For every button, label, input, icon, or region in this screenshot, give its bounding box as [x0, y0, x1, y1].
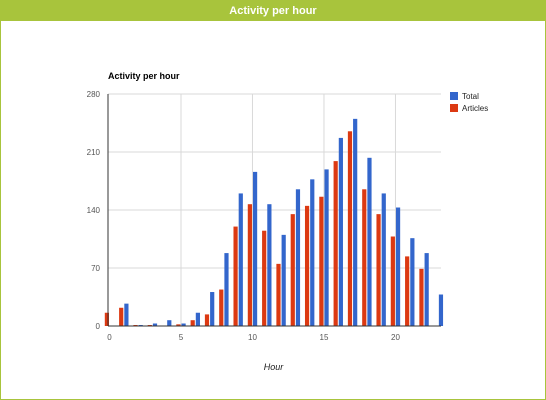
bar-total [324, 169, 329, 326]
bar-total [438, 294, 444, 326]
bar-total [210, 292, 215, 326]
legend-swatch-total [450, 92, 458, 100]
bar-articles [204, 314, 210, 326]
bar-articles [104, 312, 109, 326]
bar-articles [233, 226, 238, 326]
y-tick-label: 140 [87, 206, 101, 215]
x-tick-label: 5 [179, 333, 184, 342]
bar-total [338, 137, 343, 326]
bar-articles [319, 196, 324, 326]
bar-articles [290, 214, 295, 326]
bar-articles [405, 256, 410, 326]
bar-total [181, 323, 186, 326]
bar-articles [247, 204, 252, 326]
legend-swatch-articles [450, 104, 458, 112]
bar-total [395, 207, 401, 326]
bar-total [367, 157, 372, 326]
bar-total [224, 253, 229, 326]
bar-articles [419, 268, 424, 326]
bar-articles [362, 189, 367, 326]
x-tick-label: 20 [391, 333, 400, 342]
bar-articles [333, 161, 338, 326]
bar-articles [347, 131, 353, 326]
legend-label-articles: Articles [462, 104, 488, 113]
bar-articles [262, 230, 267, 326]
legend-label-total: Total [462, 92, 479, 101]
x-axis-label: Hour [264, 362, 285, 372]
bar-total [267, 204, 272, 326]
bar-total [167, 320, 172, 326]
panel-header: Activity per hour [1, 1, 545, 21]
bar-total [238, 193, 243, 326]
bar-total [195, 312, 200, 326]
bar-total [295, 189, 301, 326]
chart-title: Activity per hour [108, 71, 180, 81]
x-tick-label: 0 [107, 333, 112, 342]
bar-articles [190, 320, 195, 326]
x-tick-label: 10 [248, 333, 257, 342]
bar-total [424, 253, 429, 326]
bar-articles [304, 205, 310, 326]
y-tick-label: 210 [87, 148, 101, 157]
y-tick-label: 280 [87, 90, 101, 99]
bar-articles [219, 289, 224, 326]
x-tick-label: 15 [320, 333, 329, 342]
bar-total [353, 118, 358, 326]
bar-total [381, 193, 386, 326]
activity-chart: Activity per hour 0 70 140 210 280 0 5 10 15 20 Hou… [87, 71, 489, 372]
panel-body: Activity per hour 0 70 140 210 280 0 5 10 15 20 Hou… [1, 22, 545, 399]
y-tick-label: 0 [96, 322, 101, 331]
bar-total [252, 171, 258, 326]
bar-total [281, 234, 286, 326]
bar-total [124, 303, 129, 326]
y-tick-label: 70 [91, 264, 100, 273]
bar-total [310, 179, 315, 326]
bar-articles [376, 214, 381, 326]
bar-articles [119, 307, 124, 326]
bar-total [152, 323, 158, 326]
bar-articles [176, 324, 181, 326]
bar-articles [390, 236, 395, 326]
bar-total [410, 238, 415, 326]
bar-articles [276, 263, 281, 326]
